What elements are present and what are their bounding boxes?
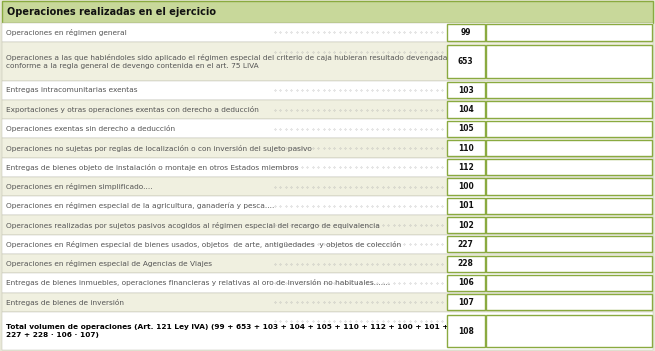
Text: Operaciones en régimen simplificado....: Operaciones en régimen simplificado.... bbox=[6, 183, 153, 190]
Text: 653: 653 bbox=[458, 57, 474, 66]
Text: Operaciones exentas sin derecho a deducción: Operaciones exentas sin derecho a deducc… bbox=[6, 125, 175, 132]
Bar bbox=[486, 45, 652, 78]
Bar bbox=[2, 1, 653, 23]
Bar bbox=[2, 177, 653, 196]
Bar bbox=[486, 24, 652, 41]
Bar bbox=[486, 275, 652, 291]
Text: 99: 99 bbox=[460, 28, 471, 37]
Bar bbox=[447, 217, 485, 233]
Text: 104: 104 bbox=[458, 105, 474, 114]
Bar bbox=[2, 42, 653, 81]
Text: 110: 110 bbox=[458, 144, 474, 153]
Bar bbox=[2, 292, 653, 312]
Bar bbox=[486, 179, 652, 195]
Bar bbox=[2, 100, 653, 119]
Text: 227: 227 bbox=[458, 240, 474, 249]
Bar bbox=[447, 24, 485, 41]
Text: Operaciones realizadas por sujetos pasivos acogidos al régimen especial del reca: Operaciones realizadas por sujetos pasiv… bbox=[6, 221, 380, 229]
Bar bbox=[2, 138, 653, 158]
Bar bbox=[486, 294, 652, 310]
Bar bbox=[486, 101, 652, 118]
Text: 100: 100 bbox=[458, 182, 474, 191]
Bar bbox=[2, 312, 653, 350]
Bar bbox=[447, 101, 485, 118]
Bar bbox=[447, 140, 485, 156]
Bar bbox=[2, 23, 653, 42]
Bar bbox=[486, 315, 652, 347]
Text: 112: 112 bbox=[458, 163, 474, 172]
Bar bbox=[2, 158, 653, 177]
Text: Entregas de bienes de inversión: Entregas de bienes de inversión bbox=[6, 299, 124, 306]
Bar bbox=[486, 121, 652, 137]
Text: Operaciones en régimen especial de la agricultura, ganadería y pesca....: Operaciones en régimen especial de la ag… bbox=[6, 202, 274, 209]
Text: Operaciones a las que habiéndoles sido aplicado el régimen especial del criterio: Operaciones a las que habiéndoles sido a… bbox=[6, 54, 451, 69]
Text: 228: 228 bbox=[458, 259, 474, 268]
Bar bbox=[447, 159, 485, 176]
Bar bbox=[486, 217, 652, 233]
Bar bbox=[2, 196, 653, 216]
Text: Exportaciones y otras operaciones exentas con derecho a deducción: Exportaciones y otras operaciones exenta… bbox=[6, 106, 259, 113]
Text: 106: 106 bbox=[458, 278, 474, 287]
Bar bbox=[2, 254, 653, 273]
Text: 102: 102 bbox=[458, 220, 474, 230]
Text: 105: 105 bbox=[458, 124, 474, 133]
Bar bbox=[447, 256, 485, 272]
Bar bbox=[447, 236, 485, 252]
Bar bbox=[2, 235, 653, 254]
Bar bbox=[2, 119, 653, 138]
Bar bbox=[486, 198, 652, 214]
Text: Operaciones realizadas en el ejercicio: Operaciones realizadas en el ejercicio bbox=[7, 7, 216, 17]
Bar bbox=[447, 179, 485, 195]
Bar bbox=[447, 315, 485, 347]
Text: Total volumen de operaciones (Art. 121 Ley IVA) (99 + 653 + 103 + 104 + 105 + 11: Total volumen de operaciones (Art. 121 L… bbox=[6, 324, 476, 338]
Text: 107: 107 bbox=[458, 298, 474, 307]
Text: Operaciones en régimen especial de Agencias de Viajes: Operaciones en régimen especial de Agenc… bbox=[6, 260, 212, 267]
Bar bbox=[486, 82, 652, 98]
Bar bbox=[486, 140, 652, 156]
Bar bbox=[447, 121, 485, 137]
Bar bbox=[447, 198, 485, 214]
Bar bbox=[2, 273, 653, 292]
Text: 108: 108 bbox=[458, 326, 474, 336]
Text: Entregas de bienes inmuebles, operaciones financieras y relativas al oro de inve: Entregas de bienes inmuebles, operacione… bbox=[6, 279, 390, 286]
Bar bbox=[447, 45, 485, 78]
Text: Operaciones no sujetas por reglas de localización o con inversión del sujeto pas: Operaciones no sujetas por reglas de loc… bbox=[6, 145, 312, 152]
Text: Entregas de bienes objeto de instalación o montaje en otros Estados miembros: Entregas de bienes objeto de instalación… bbox=[6, 164, 298, 171]
Text: Operaciones en Régimen especial de bienes usados, objetos  de arte, antigüedades: Operaciones en Régimen especial de biene… bbox=[6, 241, 401, 248]
Bar bbox=[486, 236, 652, 252]
Bar bbox=[486, 159, 652, 176]
Bar bbox=[447, 275, 485, 291]
Bar bbox=[2, 81, 653, 100]
Text: Operaciones en régimen general: Operaciones en régimen general bbox=[6, 29, 126, 36]
Bar bbox=[486, 256, 652, 272]
Text: Entregas intracomunitarias exentas: Entregas intracomunitarias exentas bbox=[6, 87, 138, 93]
Bar bbox=[447, 82, 485, 98]
Text: 103: 103 bbox=[458, 86, 474, 95]
Bar bbox=[2, 216, 653, 235]
Text: 101: 101 bbox=[458, 201, 474, 210]
Bar bbox=[447, 294, 485, 310]
